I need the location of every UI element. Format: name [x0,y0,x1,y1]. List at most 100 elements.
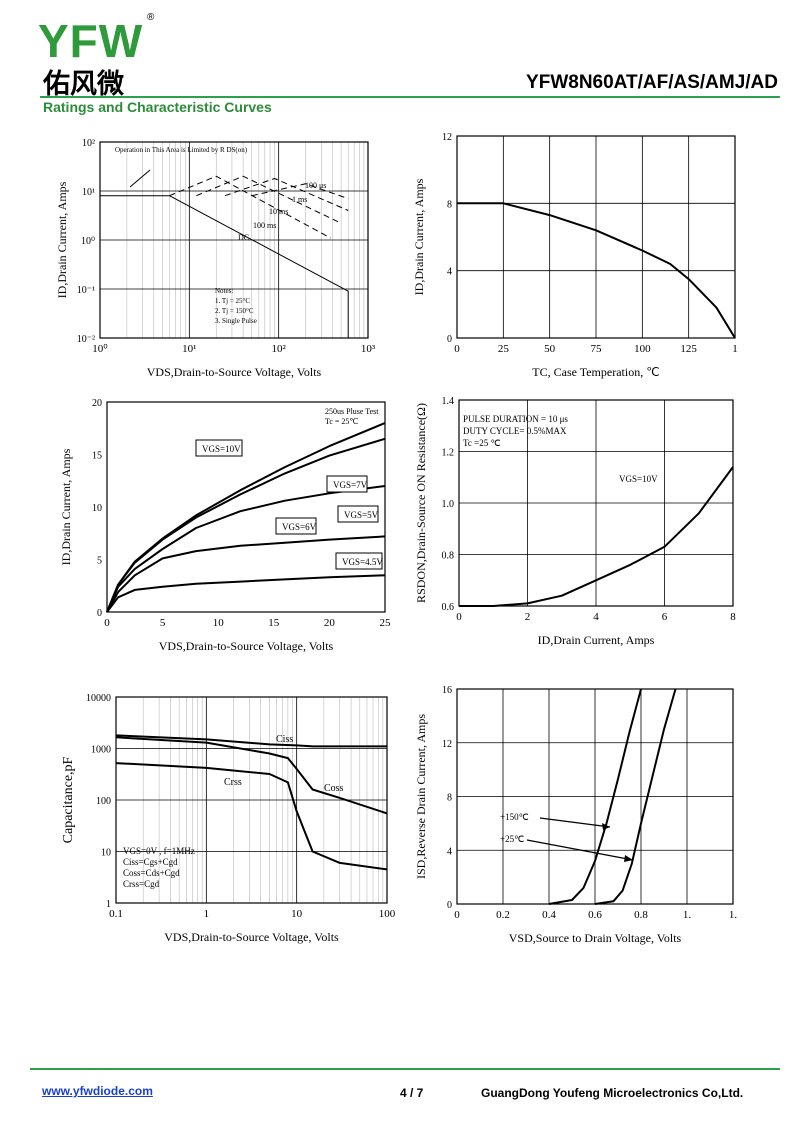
y-axis-label: ISD,Reverse Drain Current, Amps [414,714,428,879]
y-tick-label: 10⁻¹ [77,285,95,296]
series-line-vgs-7v [106,437,386,613]
series-line-coss [115,736,388,815]
series-line-1-ms [224,178,349,211]
y-tick-label: 0.8 [442,551,455,562]
x-tick-label: 75 [591,343,603,355]
y-tick-label: 1 [106,899,111,910]
y-tick-label: 1.0 [442,499,455,510]
label-box [335,552,383,570]
series-line--25- [594,688,677,905]
grid [116,697,387,903]
y-tick-label: 1.2 [442,448,455,459]
label-crss: Crss [224,777,242,788]
y-axis-label: ID,Drain Current, Amps [59,448,73,565]
series-line-main [457,202,736,339]
arrow-rdson [129,169,151,188]
logo-text: YFW [38,15,144,67]
label-150c: +150℃ [500,812,529,822]
x-axis-label: VDS,Drain-to-Source Voltage, Volts [159,639,334,653]
x-tick-label: 0 [454,909,460,921]
y-tick-label: 10 [92,503,102,514]
company-name: GuangDong Youfeng Microelectronics Co,Lt… [481,1086,744,1100]
y-tick-label: 5 [97,556,102,567]
note-1: 1. Tj = 25°C [215,297,250,305]
x-tick-label: 1 [732,343,738,355]
y-tick-label: 10000 [86,693,111,704]
plot-frame [456,135,736,339]
x-tick-label: 20 [324,617,336,629]
plot-frame [106,401,386,613]
note-crss: Crss=Cgd [123,879,160,889]
y-tick-label: 20 [92,398,102,409]
chart-capacitance: 0.1 1 10 100110100100010000VDS,Drain-to-Sou… [61,693,395,944]
annotation-100ms: 100 ms [253,221,276,230]
y-axis-label: RSDON,Drain-Source ON Resistance(Ω) [414,403,428,603]
x-tick-label: 4 [593,611,599,623]
x-tick-label: 0.1 [109,908,123,920]
series-line-vgs-10v [459,466,734,607]
series-line-vgs-6v [106,485,386,613]
x-axis-label: VDS,Drain-to-Source Voltage, Volts [164,930,339,944]
y-tick-label: 4 [447,267,452,278]
x-tick-label: 0 [456,611,462,623]
arrowhead-150c [602,823,610,830]
x-tick-label: 1. [683,909,692,921]
footer-divider [30,1068,780,1070]
x-tick-label: 10 [291,908,303,920]
y-tick-label: 15 [92,451,102,462]
header-divider [40,96,780,98]
label-vgs-4-5v: VGS=4.5V [342,557,383,567]
arrowhead-25c [624,855,633,862]
plot-frame [458,399,734,607]
x-tick-label: 10⁰ [92,343,108,355]
plot-frame [99,141,369,339]
x-axis-label: VSD,Source to Drain Voltage, Volts [509,931,682,945]
label-box [195,439,243,457]
registered-mark: ® [147,12,155,23]
y-tick-label: 8 [447,793,452,804]
label-vgs-7v: VGS=7V [333,480,368,490]
arrow-150c [539,817,611,828]
x-axis-label: TC, Case Temperation, ℃ [532,365,659,379]
label-coss: Coss [324,783,344,794]
annotation-rdson-limit: Operation in This Area is Limited by R D… [115,146,248,154]
logo-chinese: 佑风微 [43,69,124,100]
chart-body-diode: 0 0.2 0.4 0.6 0.8 1. 1. 0 4 8 12 16 VSD,Source to Dr… [414,685,737,945]
note-vgs: VGS=0V , f=1MHz [123,846,195,856]
part-number: YFW8N60AT/AF/AS/AMJ/AD [526,72,778,93]
y-tick-label: 1000 [91,745,111,756]
y-tick-label: 10² [82,138,95,149]
annotation-100us: 100 μs [305,181,326,190]
series-line-10-ms [196,175,342,224]
y-tick-label: 1.4 [442,396,455,407]
label-box [275,517,317,535]
series-line-ciss [115,734,387,748]
x-axis-label: VDS,Drain-to-Source Voltage, Volts [147,365,322,379]
x-tick-label: 0 [454,343,460,355]
chart-derating: 0 25 50 75 100 125 1 0 4 8 12 TC, Case Temperation,… [412,132,738,379]
x-tick-label: 2 [525,611,531,623]
annotation-pulse: PULSE DURATION = 10 μs [463,414,568,424]
y-tick-label: 4 [447,846,452,857]
x-tick-label: 10 [213,617,225,629]
label-vgs-10v: VGS=10V [202,444,241,454]
label-ciss: Ciss [276,734,293,745]
grid [457,136,735,338]
x-tick-label: 100 [379,908,395,920]
x-tick-label: 15 [268,617,280,629]
grid [457,689,733,904]
y-axis-label: ID,Drain Current, Amps [412,178,426,295]
x-tick-label: 6 [662,611,668,623]
y-tick-label: 100 [96,796,111,807]
website-link[interactable]: www.yfwdiode.com [42,1084,153,1098]
series-line-100-ms [169,175,331,239]
label-box [326,475,368,493]
annotation-10ms: 10 ms [269,207,288,216]
logo: YFW [38,14,143,68]
label-vgs-5v: VGS=5V [344,510,379,520]
x-tick-label: 0.2 [496,909,510,921]
note-coss: Coss=Cds+Cgd [123,868,180,878]
grid [459,400,733,606]
note-ciss: Ciss=Cgs+Cgd [123,857,178,867]
x-tick-label: 0.4 [542,909,556,921]
